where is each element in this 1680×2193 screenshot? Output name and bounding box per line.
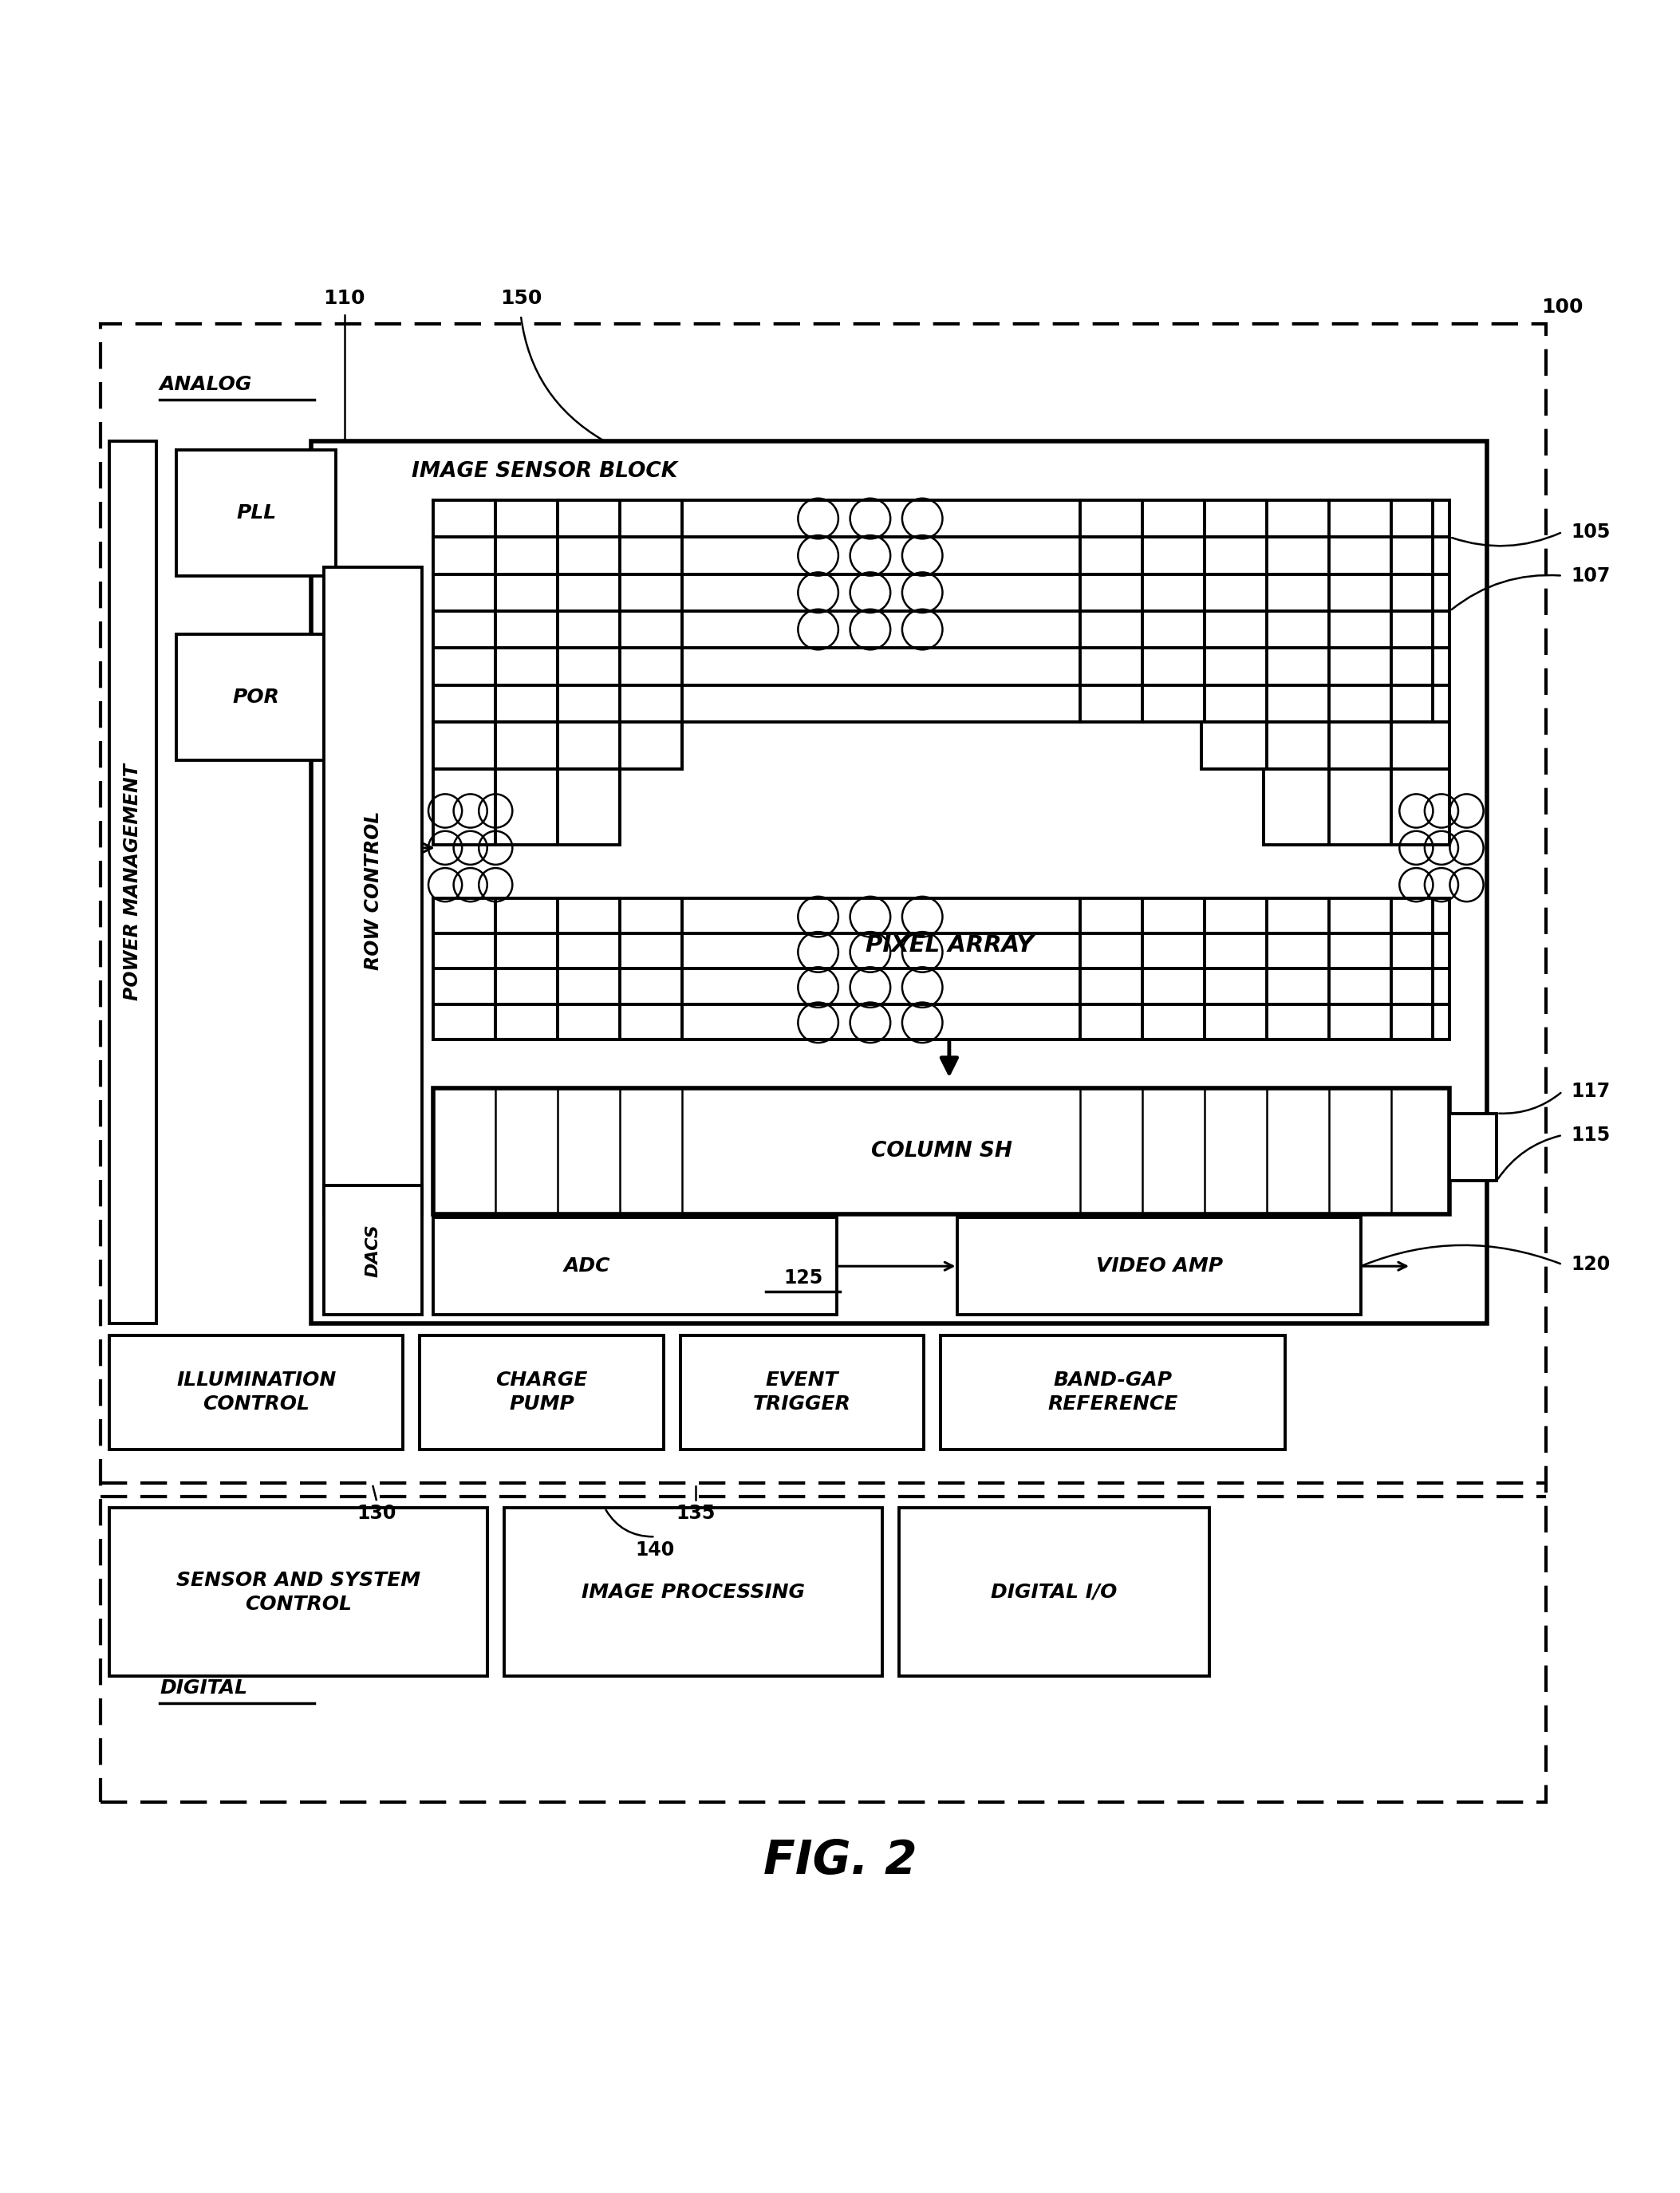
Text: ADC: ADC bbox=[563, 1257, 610, 1276]
Text: 130: 130 bbox=[356, 1504, 396, 1522]
Text: 107: 107 bbox=[1571, 566, 1609, 586]
Text: 105: 105 bbox=[1571, 522, 1609, 542]
Text: DIGITAL I/O: DIGITAL I/O bbox=[991, 1583, 1117, 1601]
Text: 135: 135 bbox=[675, 1504, 716, 1522]
Text: 150: 150 bbox=[501, 289, 541, 307]
Bar bbox=[941, 1336, 1285, 1450]
Text: IMAGE PROCESSING: IMAGE PROCESSING bbox=[581, 1583, 805, 1601]
Bar bbox=[176, 634, 336, 761]
Text: DACS: DACS bbox=[365, 1224, 381, 1276]
Bar bbox=[1201, 721, 1450, 770]
Bar bbox=[109, 441, 156, 1322]
Text: 125: 125 bbox=[783, 1268, 823, 1287]
Text: IMAGE SENSOR BLOCK: IMAGE SENSOR BLOCK bbox=[412, 461, 677, 482]
Bar bbox=[324, 568, 422, 1215]
Bar bbox=[899, 1509, 1210, 1675]
Text: DIGITAL: DIGITAL bbox=[160, 1678, 247, 1697]
Text: ROW CONTROL: ROW CONTROL bbox=[363, 811, 383, 969]
Bar bbox=[109, 1336, 403, 1450]
Bar bbox=[311, 441, 1487, 1322]
Bar bbox=[176, 450, 336, 577]
Bar bbox=[109, 1509, 487, 1675]
Text: 110: 110 bbox=[324, 289, 365, 307]
Bar bbox=[433, 1088, 1450, 1215]
Text: 120: 120 bbox=[1571, 1254, 1609, 1274]
Text: FIG. 2: FIG. 2 bbox=[763, 1838, 917, 1884]
Text: VIDEO AMP: VIDEO AMP bbox=[1095, 1257, 1223, 1276]
Text: SENSOR AND SYSTEM
CONTROL: SENSOR AND SYSTEM CONTROL bbox=[176, 1570, 420, 1614]
Bar bbox=[433, 1217, 837, 1316]
Text: BAND-GAP
REFERENCE: BAND-GAP REFERENCE bbox=[1048, 1371, 1178, 1414]
Text: CHARGE
PUMP: CHARGE PUMP bbox=[496, 1371, 588, 1414]
Text: 140: 140 bbox=[635, 1539, 675, 1559]
Text: POR: POR bbox=[234, 689, 279, 706]
Bar bbox=[958, 1217, 1361, 1316]
Bar bbox=[101, 325, 1546, 1803]
Text: ANALOG: ANALOG bbox=[160, 375, 252, 395]
Text: ILLUMINATION
CONTROL: ILLUMINATION CONTROL bbox=[176, 1371, 336, 1414]
Bar bbox=[1450, 1114, 1497, 1180]
Text: COLUMN SH: COLUMN SH bbox=[870, 1140, 1013, 1162]
Bar bbox=[1263, 770, 1450, 844]
Bar bbox=[324, 1186, 422, 1316]
Text: EVENT
TRIGGER: EVENT TRIGGER bbox=[753, 1371, 852, 1414]
Bar bbox=[433, 770, 620, 844]
Text: PLL: PLL bbox=[237, 502, 276, 522]
Text: 115: 115 bbox=[1571, 1125, 1609, 1145]
Text: 117: 117 bbox=[1571, 1081, 1609, 1101]
Bar bbox=[420, 1336, 664, 1450]
Text: 100: 100 bbox=[1542, 298, 1583, 316]
Bar bbox=[433, 721, 682, 770]
Bar bbox=[504, 1509, 882, 1675]
Text: POWER MANAGEMENT: POWER MANAGEMENT bbox=[123, 763, 143, 1000]
Text: PIXEL ARRAY: PIXEL ARRAY bbox=[865, 934, 1033, 956]
Bar bbox=[680, 1336, 924, 1450]
